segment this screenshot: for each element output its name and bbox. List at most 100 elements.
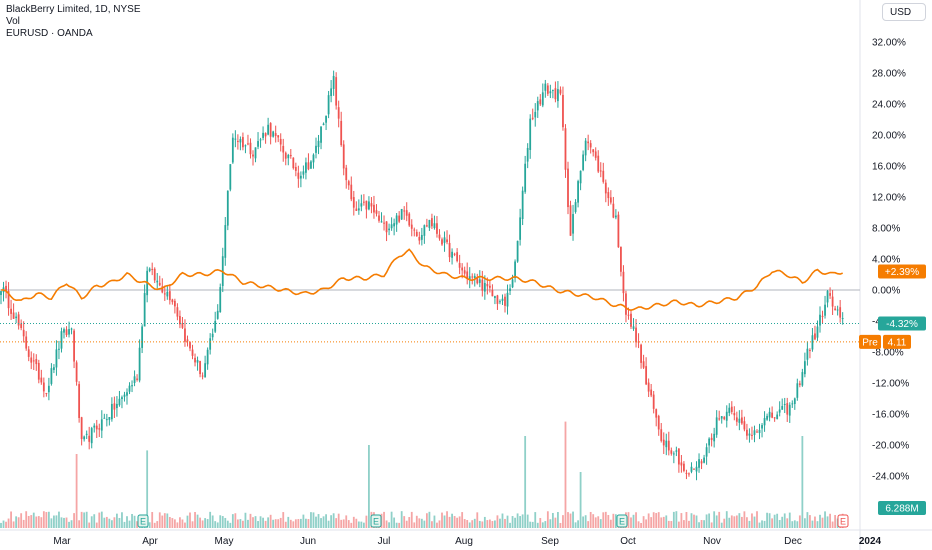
- volume-bar: [453, 516, 456, 528]
- earnings-marker-icon: [137, 514, 149, 528]
- volume-bar: [751, 513, 753, 528]
- candle-body: [821, 315, 824, 317]
- volume-bar: [546, 511, 549, 528]
- candle-body: [284, 152, 287, 159]
- candle-body: [83, 436, 86, 440]
- candle-body: [688, 473, 690, 475]
- candle-body: [368, 201, 370, 210]
- volume-bar: [93, 514, 96, 528]
- volume-bar: [80, 511, 83, 528]
- candle-body: [665, 440, 668, 448]
- candle-body: [15, 316, 18, 319]
- volume-bar: [559, 522, 562, 528]
- volume-bar: [652, 512, 655, 528]
- currency-button[interactable]: USD: [882, 3, 926, 21]
- volume-bar: [90, 516, 93, 528]
- candle-body: [574, 202, 577, 212]
- volume-bar: [743, 511, 746, 528]
- volume-bar: [332, 513, 335, 528]
- volume-bar: [413, 522, 416, 528]
- y-tick-label: 12.00%: [872, 193, 906, 204]
- candle-body: [826, 290, 829, 303]
- volume-bar: [209, 511, 212, 528]
- volume-bar: [824, 511, 826, 528]
- volume-bar: [151, 512, 154, 528]
- volume-bar: [325, 514, 327, 528]
- candle-body: [32, 360, 35, 362]
- candle-body: [798, 383, 801, 385]
- candle-body: [557, 89, 559, 102]
- candle-body: [632, 326, 635, 329]
- y-tick-label: -12.00%: [872, 379, 909, 390]
- volume-bar: [604, 511, 607, 528]
- candle-body: [428, 219, 431, 228]
- candle-body: [438, 234, 441, 239]
- candle-body: [229, 164, 232, 190]
- candle-body: [390, 224, 393, 229]
- candle-body: [63, 329, 65, 333]
- candle-body: [166, 291, 169, 297]
- volume-bar: [312, 512, 315, 528]
- candle-body: [403, 210, 406, 212]
- volume-bar: [433, 515, 436, 528]
- candle-body: [312, 154, 315, 163]
- x-tick-label: Aug: [455, 536, 473, 547]
- candle-body: [763, 418, 766, 426]
- volume-bar: [284, 521, 287, 528]
- candle-body: [572, 214, 574, 234]
- earnings-marker-icon: [837, 514, 849, 528]
- candle-body: [216, 310, 219, 319]
- volume-bar: [204, 518, 207, 528]
- volume-bar: [531, 521, 534, 528]
- volume-bar: [478, 520, 481, 528]
- volume-bar: [806, 512, 809, 528]
- candle-body: [80, 417, 83, 440]
- volume-bar: [415, 515, 418, 528]
- volume-bar: [423, 520, 426, 528]
- volume-bar: [551, 512, 554, 528]
- candle-body: [418, 236, 421, 241]
- volume-bar: [83, 512, 86, 528]
- candle-body: [141, 326, 144, 348]
- candle-body: [831, 296, 834, 307]
- candle-body: [181, 323, 184, 328]
- candle-body: [604, 182, 607, 194]
- volume-bar: [579, 472, 582, 528]
- candle-body: [45, 392, 48, 394]
- candle-body: [357, 208, 360, 211]
- volume-bar: [506, 515, 509, 528]
- volume-bar: [572, 511, 574, 528]
- candle-body: [836, 309, 839, 311]
- candle-body: [75, 362, 78, 382]
- candle-body: [436, 223, 438, 234]
- volume-bar: [55, 515, 58, 528]
- candle-body: [269, 123, 272, 137]
- candle-body: [128, 385, 131, 392]
- volume-bar: [103, 517, 106, 528]
- y-tick-label: 20.00%: [872, 131, 906, 142]
- volume-indicator-label[interactable]: Vol: [6, 16, 20, 27]
- volume-bar: [393, 517, 396, 528]
- volume-bar: [660, 517, 663, 528]
- volume-bar: [819, 514, 821, 528]
- x-tick-label: Oct: [620, 536, 636, 547]
- candle-body: [294, 167, 297, 171]
- volume-bar: [355, 518, 358, 528]
- candle-body: [395, 215, 398, 225]
- candle-body: [219, 287, 222, 313]
- candle-body: [272, 131, 275, 137]
- candle-body: [405, 210, 408, 216]
- candle-body: [206, 349, 209, 365]
- candle-body: [733, 413, 736, 416]
- volume-bar: [446, 511, 448, 528]
- compare-symbol-label[interactable]: EURUSD · OANDA: [6, 28, 93, 39]
- volume-bar: [315, 516, 317, 528]
- volume-bar: [829, 513, 831, 528]
- candle-body: [761, 425, 763, 429]
- candle-body: [471, 276, 474, 278]
- volume-bar: [279, 517, 282, 528]
- volume-bar: [405, 520, 408, 528]
- candle-body: [85, 433, 88, 435]
- symbol-title[interactable]: BlackBerry Limited, 1D, NYSE: [6, 4, 141, 15]
